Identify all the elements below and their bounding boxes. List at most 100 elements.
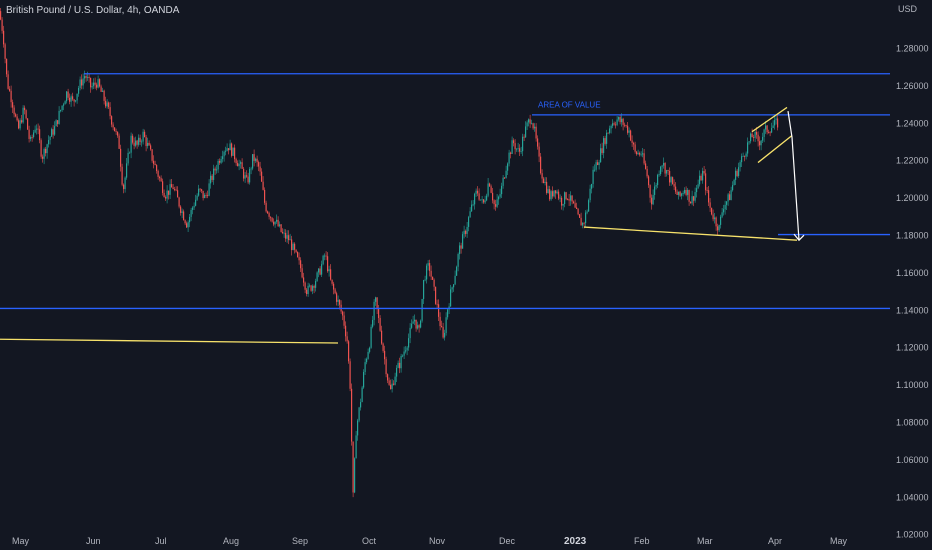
candle-body [48, 140, 50, 145]
x-tick-label: Feb [634, 536, 650, 546]
candle-body [262, 181, 264, 190]
candle-body [202, 190, 204, 199]
candle-body [114, 127, 116, 132]
candle-body [322, 255, 324, 265]
candle-body [649, 185, 651, 198]
candle-body [754, 132, 756, 138]
candle-body [639, 152, 641, 155]
candle-body [417, 325, 419, 329]
candle-body [277, 219, 279, 227]
candle-body [445, 317, 447, 333]
candle-body [324, 255, 326, 257]
candle-body [582, 222, 584, 226]
channel-lower[interactable] [757, 134, 793, 164]
candle-body [466, 226, 468, 234]
candle-body [369, 347, 371, 352]
candle-body [192, 207, 194, 210]
candle-body [475, 190, 477, 194]
candle-body [423, 280, 425, 299]
candle-body [195, 199, 197, 206]
candle-body [474, 193, 476, 205]
candle-body [598, 162, 600, 166]
candle-body [375, 297, 377, 302]
candle-body [531, 123, 533, 125]
candle-body [301, 268, 303, 278]
candle-body [757, 134, 759, 142]
candle-body [123, 184, 125, 190]
candle-body [618, 117, 620, 120]
candle-body [712, 214, 714, 220]
candle-body [499, 194, 501, 197]
candle-body [615, 124, 617, 126]
candle-body [742, 155, 744, 157]
projection-arrow[interactable] [787, 111, 800, 241]
candle-body [706, 190, 708, 192]
candle-body [382, 343, 384, 351]
candle-body [579, 214, 581, 218]
candle-body [430, 270, 432, 277]
candle-body [10, 90, 12, 103]
candle-body [646, 168, 648, 177]
candle-body [552, 191, 554, 197]
candle-body [622, 118, 624, 125]
candle-body [703, 170, 705, 174]
candle-body [33, 132, 35, 138]
x-tick-label: Aug [223, 536, 239, 546]
candle-body [27, 118, 29, 130]
candle-body [447, 309, 449, 318]
x-axis: May Jun Jul Aug Sep Oct Nov Dec 2023 Feb Mar Apr May [12, 536, 848, 547]
candle-body [651, 197, 653, 205]
candle-body [741, 156, 743, 163]
candle-body [387, 374, 389, 381]
candle-body [588, 200, 590, 212]
candle-body [298, 257, 300, 261]
candle-body [244, 175, 246, 179]
candle-body [460, 245, 462, 249]
candle-body [408, 338, 410, 348]
candle-body [609, 128, 611, 133]
x-tick-label: Jun [86, 536, 101, 546]
candle-body [679, 191, 681, 196]
candle-body [576, 207, 578, 210]
candle-body [748, 141, 750, 143]
candle-body [736, 170, 738, 176]
candle-body [241, 162, 243, 169]
candle-body [558, 191, 560, 199]
candle-body [91, 86, 93, 88]
candle-body [669, 170, 671, 183]
candle-body [682, 193, 684, 194]
candle-body [156, 165, 158, 171]
candle-body [153, 160, 155, 164]
candle-body [402, 355, 404, 357]
channel-upper[interactable] [751, 106, 788, 133]
candle-body [276, 219, 278, 222]
candle-body [138, 137, 140, 145]
candle-body [739, 162, 741, 168]
candle-body [73, 99, 75, 102]
y-tick-label: 1.02000 [896, 530, 929, 540]
candle-body [393, 383, 395, 385]
candle-body [3, 30, 5, 45]
trend-line-support[interactable] [583, 226, 798, 241]
candle-body [489, 183, 491, 187]
trend-line-left[interactable] [0, 338, 339, 344]
candle-body [412, 321, 414, 324]
x-tick-label: Mar [697, 536, 713, 546]
candle-body [136, 140, 138, 145]
candle-body [432, 276, 434, 280]
candle-body [523, 136, 525, 138]
candle-body [505, 170, 507, 178]
candle-body [529, 119, 531, 124]
candle-body [388, 380, 390, 385]
y-tick-label: 1.16000 [896, 268, 929, 278]
candle-body [457, 254, 459, 267]
x-tick-label: Oct [362, 536, 377, 546]
candle-body [372, 319, 374, 327]
candle-body [289, 239, 291, 241]
candle-body [700, 175, 702, 181]
candle-body [717, 226, 719, 231]
candle-body [366, 358, 368, 363]
candle-body [756, 132, 758, 135]
candle-body [103, 90, 105, 101]
